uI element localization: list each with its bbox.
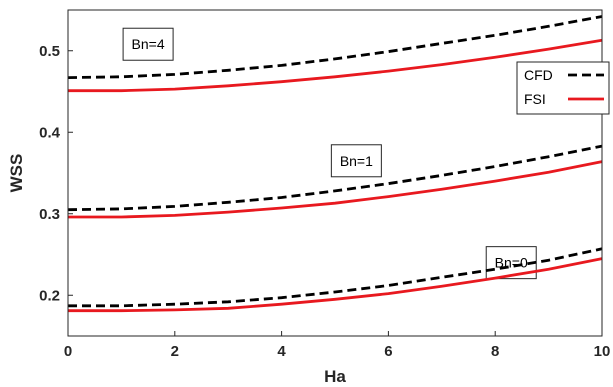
y-tick-label: 0.4	[39, 124, 61, 141]
plot-frame	[67, 9, 603, 337]
y-tick-label: 0.3	[39, 206, 60, 223]
series-line-bn0-fsi	[68, 257, 603, 313]
legend: CFD FSI	[516, 61, 610, 115]
annotation-label: Bn=4	[132, 36, 165, 52]
legend-box	[516, 61, 610, 115]
x-tick-label: 2	[171, 343, 179, 360]
series-line-bn0-cfd	[68, 247, 603, 308]
legend-label-cfd: CFD	[524, 67, 553, 83]
annotation-label: Bn=0	[495, 255, 528, 271]
x-axis-label: Ha	[324, 367, 346, 386]
x-tick-label: 8	[491, 343, 499, 360]
y-axis-label: WSS	[7, 154, 26, 193]
series-line-bn4-cfd	[67, 15, 603, 79]
series-line-bn4-fsi	[68, 38, 603, 93]
annotation-label: Bn=1	[340, 153, 373, 169]
x-tick-label: 0	[64, 343, 72, 360]
annotation-box	[122, 27, 174, 61]
annotation-box	[330, 144, 382, 178]
x-tick-label: 10	[594, 343, 611, 360]
x-tick-label: 4	[277, 343, 286, 360]
series-line-bn1-cfd	[67, 144, 603, 212]
y-tick-label: 0.2	[39, 287, 60, 304]
series-line-bn1-fsi	[68, 160, 603, 219]
y-tick-label: 0.5	[39, 43, 60, 60]
legend-label-fsi: FSI	[524, 91, 546, 107]
x-tick-label: 6	[384, 343, 392, 360]
